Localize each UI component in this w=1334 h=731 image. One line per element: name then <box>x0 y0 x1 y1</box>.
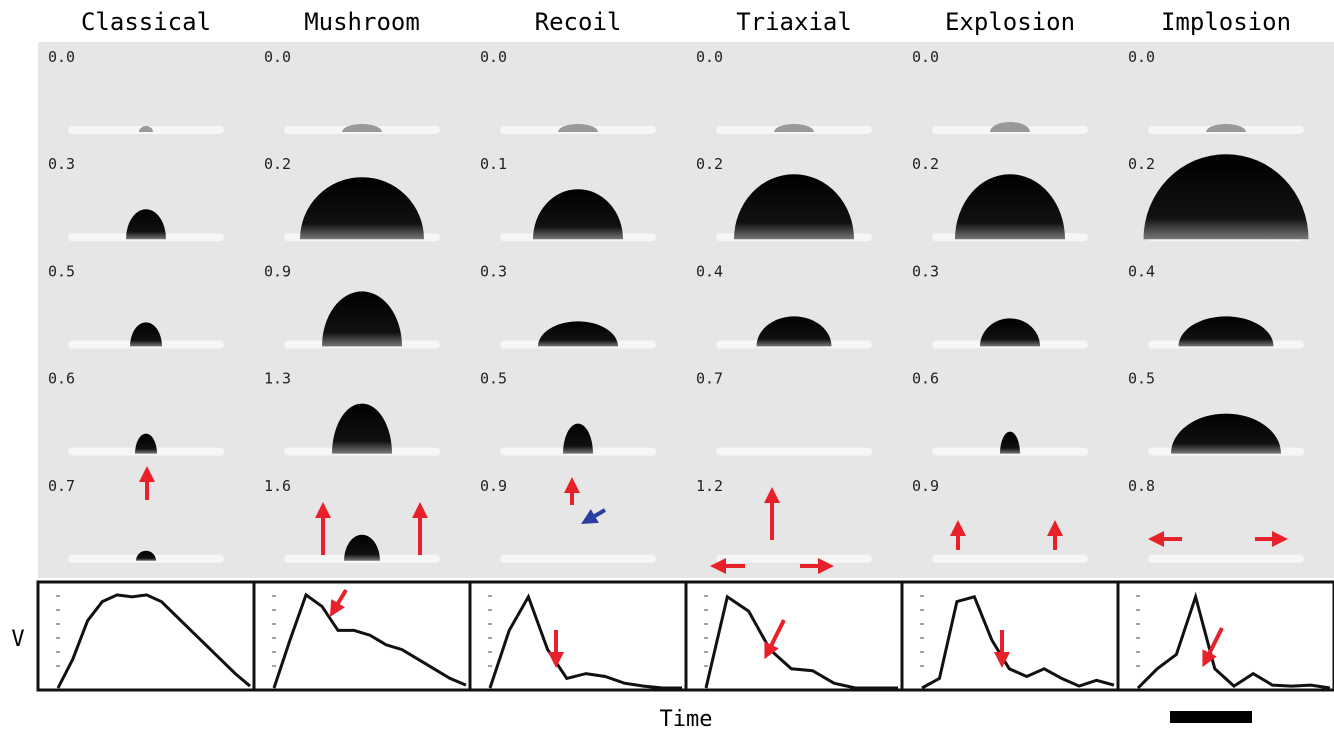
column-title: Implosion <box>1161 8 1291 36</box>
time-label: 0.8 <box>1128 477 1155 495</box>
time-label: 1.2 <box>696 477 723 495</box>
glare <box>500 555 656 563</box>
image-panel <box>1118 42 1334 578</box>
time-label: 0.2 <box>264 155 291 173</box>
time-label: 1.3 <box>264 370 291 388</box>
time-label: 0.2 <box>1128 155 1155 173</box>
time-label: 0.1 <box>480 155 507 173</box>
time-label: 0.0 <box>1128 48 1155 66</box>
x-axis-label: Time <box>660 707 713 731</box>
time-label: 0.9 <box>480 477 507 495</box>
time-label: 0.0 <box>696 48 723 66</box>
time-label: 0.3 <box>912 262 939 280</box>
time-label: 0.6 <box>48 370 75 388</box>
column-title: Recoil <box>535 8 622 36</box>
plot-frame <box>902 582 1118 690</box>
glare <box>932 555 1088 563</box>
image-panel <box>686 42 902 578</box>
column-title: Classical <box>81 8 211 36</box>
time-label: 0.3 <box>480 262 507 280</box>
figure: V Time Classical 0.0 0.3 0.5 0.6 0.7 Mushroom 0… <box>0 0 1334 731</box>
time-label: 0.6 <box>912 370 939 388</box>
time-label: 1.6 <box>264 477 291 495</box>
time-label: 0.5 <box>1128 370 1155 388</box>
time-label: 0.0 <box>264 48 291 66</box>
time-label: 0.2 <box>696 155 723 173</box>
glare <box>716 555 872 563</box>
time-label: 0.7 <box>696 370 723 388</box>
time-label: 0.9 <box>264 262 291 280</box>
time-label: 0.0 <box>48 48 75 66</box>
image-panel <box>470 42 686 578</box>
time-label: 0.3 <box>48 155 75 173</box>
glare <box>716 448 872 456</box>
column-title: Mushroom <box>304 8 420 36</box>
glare <box>1148 555 1304 563</box>
plot-frame <box>470 582 686 690</box>
time-label: 0.5 <box>48 262 75 280</box>
time-label: 0.0 <box>480 48 507 66</box>
plot-frame <box>38 582 254 690</box>
time-label: 0.0 <box>912 48 939 66</box>
column-title: Triaxial <box>736 8 852 36</box>
column-title: Explosion <box>945 8 1075 36</box>
plot-frame <box>254 582 470 690</box>
y-axis-label: V <box>11 627 24 652</box>
time-label: 0.2 <box>912 155 939 173</box>
time-label: 0.5 <box>480 370 507 388</box>
scale-bar <box>1170 711 1252 723</box>
time-label: 0.9 <box>912 477 939 495</box>
time-label: 0.4 <box>1128 262 1155 280</box>
time-label: 0.7 <box>48 477 75 495</box>
time-label: 0.4 <box>696 262 723 280</box>
